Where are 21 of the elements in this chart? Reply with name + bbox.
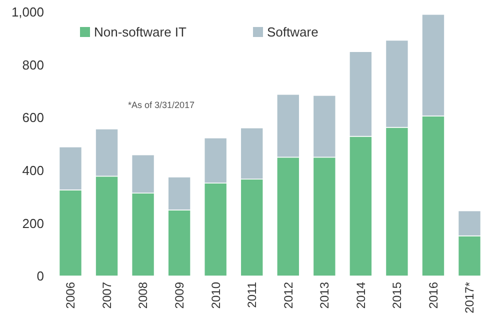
x-tick-label: 2012 [281,282,296,309]
x-tick-label: 2011 [245,282,260,308]
x-tick-label: 2015 [390,282,404,309]
x-tick-label: 2007 [100,282,114,309]
x-tick-label: 2006 [64,282,78,309]
y-tick-label: 0 [36,268,44,284]
x-tick-label: 2014 [354,282,368,309]
legend-label: Non-software IT [94,24,187,40]
x-tick-label: 2009 [172,282,187,309]
y-tick-label: 400 [22,162,44,178]
legend-label: Software [267,24,318,40]
annotation: *As of 3/31/2017 [128,100,195,110]
x-tick-label: 2017* [462,282,477,314]
y-tick-label: 800 [22,57,44,72]
x-tick-label: 2016 [426,282,440,309]
x-tick-label: 2008 [136,282,150,309]
x-tick-label: 2013 [318,282,332,309]
x-tick-label: 2010 [208,282,223,309]
y-tick-label: 200 [22,216,44,231]
y-tick-label: 600 [22,110,44,126]
y-tick-label: 1,000 [11,4,44,20]
